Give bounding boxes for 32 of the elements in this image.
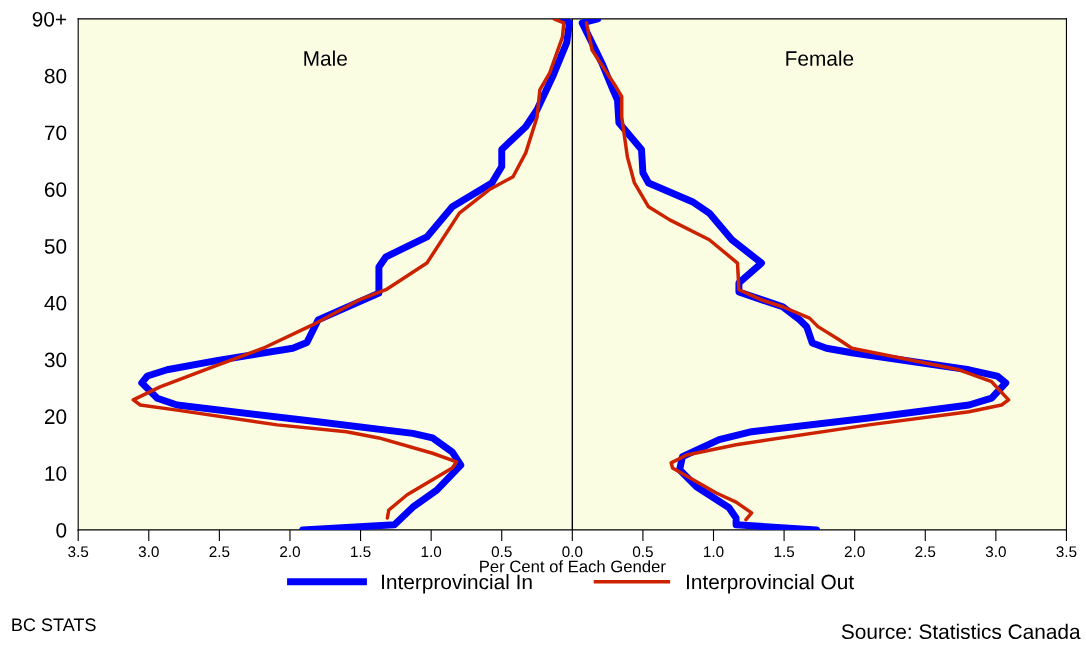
x-tick-label: 3.5	[1056, 546, 1077, 558]
y-tick-label: 20	[44, 409, 67, 425]
annotation: Female	[786, 50, 854, 66]
y-tick-label: 90+	[32, 11, 67, 27]
y-tick-label: 60	[44, 182, 67, 197]
legend-label: Interprovincial Out	[686, 574, 854, 594]
source-note: Source: Statistics Canada	[841, 623, 1081, 640]
y-tick-label: 40	[44, 295, 67, 311]
legend-label: Interprovincial In	[382, 574, 532, 594]
x-tick-label: 0.5	[632, 546, 653, 558]
x-tick-label: 0.0	[562, 546, 583, 558]
x-tick-label: 3.5	[68, 546, 89, 558]
x-tick-label: 2.0	[844, 546, 865, 558]
y-tick-label: 0	[56, 522, 67, 538]
x-tick-label: 2.5	[209, 546, 230, 558]
annotation: Male	[304, 50, 347, 66]
x-tick-label: 1.5	[351, 546, 371, 558]
text: BC STATS	[12, 618, 96, 632]
y-tick-label: 50	[44, 239, 67, 254]
x-tick-label: 3.0	[985, 546, 1006, 558]
x-tick-label: 2.0	[280, 546, 300, 558]
x-tick-label: 3.0	[138, 546, 159, 558]
x-axis-title: Per Cent of Each Gender	[480, 560, 666, 573]
x-tick-label: 2.5	[915, 546, 936, 558]
y-tick-label: 80	[44, 68, 67, 84]
x-tick-label: 0.5	[491, 546, 512, 558]
y-tick-label: 70	[44, 125, 67, 141]
x-tick-label: 1.0	[704, 546, 724, 558]
x-tick-label: 1.0	[421, 546, 442, 558]
x-tick-label: 1.5	[774, 546, 795, 558]
y-tick-label: 30	[44, 352, 67, 368]
y-tick-label: 10	[45, 466, 67, 481]
